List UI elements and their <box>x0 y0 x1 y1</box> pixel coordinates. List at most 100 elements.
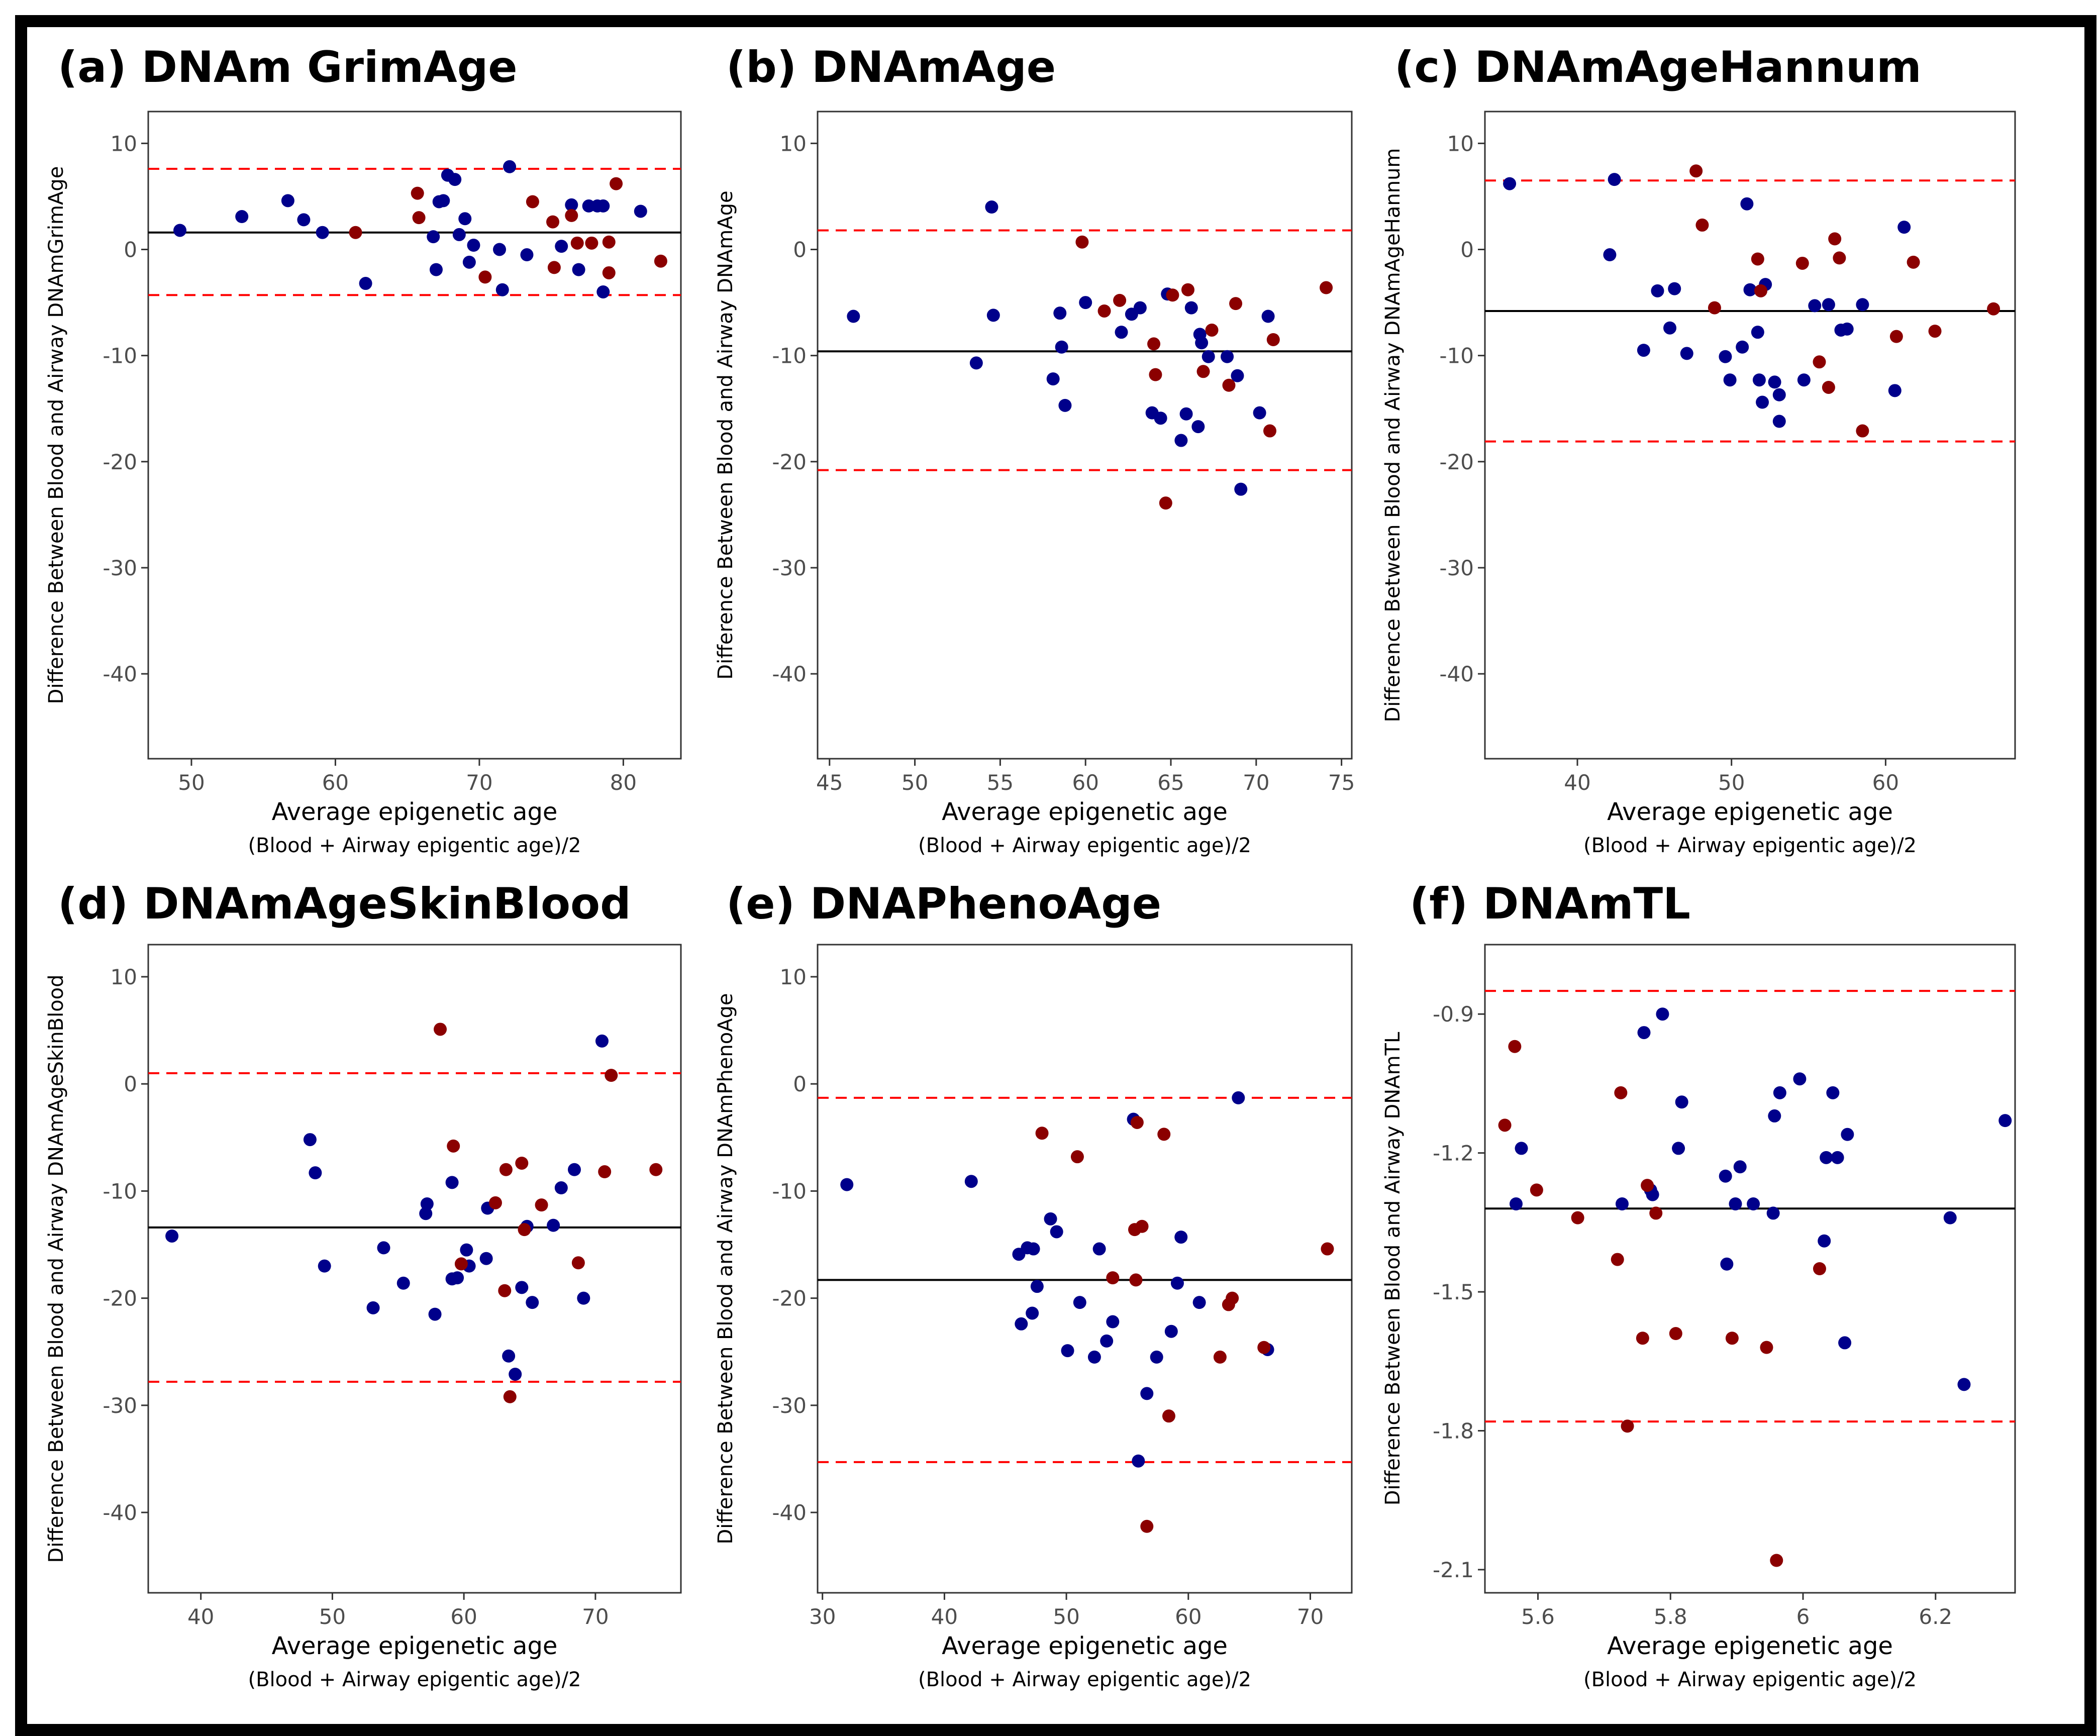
data-point-red <box>1636 1332 1649 1345</box>
data-point-blue <box>1675 1095 1688 1108</box>
data-point-blue <box>173 224 186 237</box>
data-point-red <box>1222 379 1235 392</box>
data-point-blue <box>1510 1197 1523 1210</box>
data-point-blue <box>1115 326 1128 339</box>
data-point-red <box>1530 1183 1543 1196</box>
data-point-blue <box>1638 1026 1651 1039</box>
data-point-blue <box>1753 373 1766 386</box>
data-point-red <box>478 270 491 283</box>
data-point-red <box>1166 288 1179 301</box>
x-tick-label: 65 <box>1157 770 1184 795</box>
x-tick-label: 50 <box>319 1604 346 1629</box>
data-point-blue <box>1100 1335 1113 1348</box>
data-point-red <box>1760 1341 1773 1354</box>
panel-title: (e) DNAPhenoAge <box>726 879 1161 929</box>
data-point-blue <box>1515 1142 1528 1155</box>
data-point-red <box>1131 1116 1144 1129</box>
y-tick-label: -20 <box>103 1286 137 1311</box>
data-point-red <box>1321 1243 1334 1256</box>
y-tick-label: -20 <box>772 450 807 474</box>
data-point-blue <box>309 1166 322 1179</box>
x-axis-subtitle: (Blood + Airway epigentic age)/2 <box>1583 1668 1917 1691</box>
data-point-red <box>603 266 616 279</box>
data-point-blue <box>1234 483 1247 496</box>
plot-area <box>1485 945 2015 1593</box>
x-tick-label: 70 <box>466 770 492 795</box>
data-point-red <box>548 261 561 274</box>
y-axis-title: Difference Between Blood and Airway DNAm… <box>1381 1032 1405 1505</box>
data-point-blue <box>1262 310 1275 323</box>
data-point-blue <box>1093 1243 1106 1256</box>
data-point-red <box>455 1257 468 1270</box>
x-tick-label: 50 <box>902 770 928 795</box>
x-tick-label: 50 <box>178 770 205 795</box>
data-point-blue <box>1050 1225 1063 1238</box>
data-point-blue <box>1053 307 1066 320</box>
x-tick-label: 6 <box>1796 1604 1810 1629</box>
data-point-blue <box>480 1252 493 1265</box>
y-tick-label: -30 <box>772 1393 807 1418</box>
data-point-blue <box>1668 282 1681 295</box>
y-tick-label: -1.8 <box>1433 1419 1474 1444</box>
panel-title: (a) DNAm GrimAge <box>58 42 518 92</box>
data-point-blue <box>526 1296 539 1309</box>
data-point-red <box>1708 301 1721 315</box>
data-point-red <box>1098 304 1111 318</box>
panel-title: (b) DNAmAge <box>726 42 1056 92</box>
data-point-blue <box>460 1244 473 1257</box>
data-point-red <box>1689 164 1703 177</box>
data-point-red <box>598 1165 611 1178</box>
data-point-red <box>1226 1292 1239 1305</box>
data-point-blue <box>1897 221 1911 234</box>
data-point-blue <box>1171 1277 1184 1290</box>
data-point-red <box>1162 1409 1175 1422</box>
y-tick-label: 0 <box>793 1072 807 1096</box>
data-point-blue <box>1088 1351 1101 1364</box>
x-axis-subtitle: (Blood + Airway epigentic age)/2 <box>918 1668 1251 1691</box>
data-point-blue <box>1773 388 1786 401</box>
data-point-red <box>1147 337 1160 350</box>
x-axis-title: Average epigenetic age <box>1607 798 1893 826</box>
y-tick-label: -30 <box>103 1393 137 1418</box>
data-point-red <box>1214 1351 1227 1364</box>
y-tick-label: -10 <box>1439 344 1474 368</box>
data-point-blue <box>1202 350 1215 363</box>
data-point-red <box>411 187 424 200</box>
data-point-blue <box>1736 341 1749 354</box>
y-tick-label: 10 <box>111 131 137 156</box>
y-axis-title: Difference Between Blood and Airway DNAm… <box>714 190 737 679</box>
data-point-red <box>1641 1179 1654 1192</box>
data-point-red <box>1036 1127 1049 1140</box>
data-point-blue <box>568 1163 581 1176</box>
data-point-red <box>605 1069 618 1082</box>
data-point-blue <box>1838 1336 1851 1349</box>
data-point-blue <box>1132 1455 1145 1468</box>
data-point-blue <box>1998 1114 2012 1127</box>
y-tick-label: -1.5 <box>1433 1280 1474 1304</box>
y-tick-label: -20 <box>1439 450 1474 474</box>
data-point-red <box>1136 1220 1149 1233</box>
data-point-blue <box>840 1178 853 1191</box>
data-point-blue <box>503 160 516 173</box>
data-point-blue <box>429 1308 442 1321</box>
data-point-red <box>1813 1262 1826 1275</box>
data-point-red <box>1754 284 1767 297</box>
data-point-blue <box>1747 1197 1760 1210</box>
data-point-red <box>1320 281 1333 294</box>
data-point-blue <box>1106 1315 1119 1329</box>
data-point-blue <box>281 194 294 207</box>
y-tick-label: 0 <box>124 237 137 262</box>
data-point-blue <box>451 1271 464 1284</box>
data-point-red <box>1106 1271 1119 1284</box>
y-tick-label: -10 <box>772 1179 807 1203</box>
data-point-blue <box>985 200 998 214</box>
data-point-blue <box>463 256 476 269</box>
x-tick-label: 30 <box>809 1604 836 1629</box>
data-point-red <box>504 1390 517 1403</box>
y-tick-label: 10 <box>111 965 137 989</box>
x-tick-label: 5.6 <box>1521 1604 1555 1629</box>
data-point-red <box>1113 294 1126 307</box>
x-tick-label: 55 <box>987 770 1014 795</box>
data-point-blue <box>1944 1211 1957 1224</box>
data-point-red <box>1614 1086 1627 1099</box>
